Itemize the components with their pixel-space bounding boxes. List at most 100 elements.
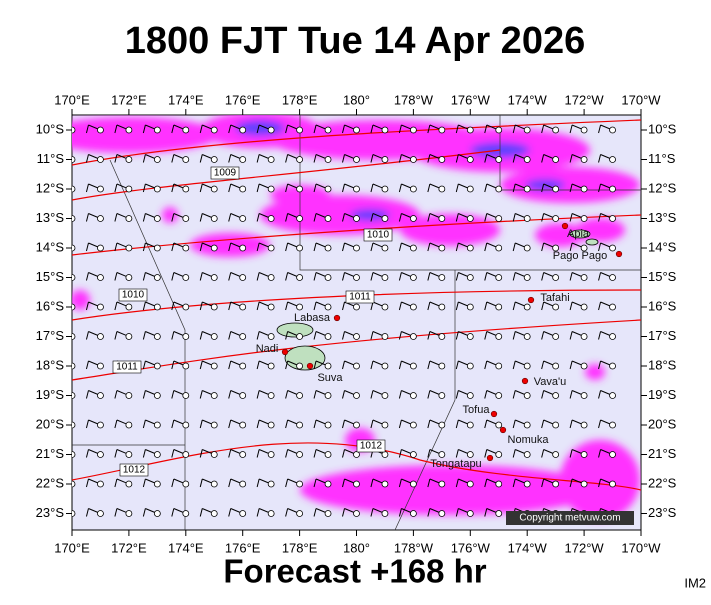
latitude-label: 18°S — [36, 357, 65, 372]
wind-barb — [370, 154, 389, 163]
barb-flag — [427, 213, 431, 222]
rain-area — [300, 465, 600, 515]
wind-barb — [541, 360, 560, 370]
barb-station — [153, 480, 161, 488]
wind-barb — [72, 185, 76, 193]
barb-station — [182, 333, 190, 340]
wind-barb — [342, 213, 360, 222]
barb-station — [210, 274, 218, 281]
barb-flag — [285, 272, 289, 281]
barb-station — [210, 156, 218, 163]
wind-barb — [313, 419, 332, 429]
barb-flag — [569, 331, 573, 340]
wind-barb — [541, 478, 560, 488]
wind-barb — [114, 419, 133, 429]
wind-barb — [72, 215, 76, 222]
barb-station — [72, 274, 76, 281]
wind-barb — [313, 272, 332, 281]
barb-station — [239, 421, 247, 429]
barb-station — [210, 215, 218, 222]
wind-barb — [114, 301, 133, 311]
barb-station — [552, 274, 560, 281]
wind-barb — [398, 301, 417, 311]
barb-station — [153, 126, 161, 134]
barb-flag — [512, 419, 516, 429]
wind-barb — [598, 390, 616, 399]
place-label: Tofua — [463, 404, 491, 416]
wind-barb — [228, 154, 247, 163]
latitude-label: 18°S — [648, 357, 677, 372]
barb-flag — [398, 419, 402, 429]
barb-flag — [398, 154, 402, 163]
barb-flag — [484, 360, 488, 370]
barb-station — [239, 510, 247, 517]
barb-station — [381, 510, 389, 517]
barb-flag — [541, 331, 545, 340]
wind-barb — [199, 449, 218, 458]
barb-station — [324, 126, 332, 134]
barb-station — [239, 156, 247, 163]
barb-flag — [313, 390, 317, 399]
barb-flag — [541, 419, 545, 429]
wind-barb — [142, 390, 161, 399]
barb-flag — [569, 154, 573, 163]
place-dot — [333, 314, 341, 322]
barb-station — [296, 303, 304, 311]
barb-station — [609, 244, 616, 252]
wind-barb — [285, 449, 304, 458]
wind-barb — [199, 154, 218, 163]
barb-station — [125, 274, 133, 281]
barb-station — [72, 303, 76, 311]
barb-flag — [598, 154, 602, 163]
barb-station — [409, 480, 417, 488]
heavy-rain — [350, 209, 390, 221]
barb-flag — [171, 390, 175, 399]
barb-station — [239, 185, 247, 193]
barb-station — [267, 274, 275, 281]
wind-barb — [398, 272, 417, 281]
wind-barb — [72, 392, 76, 399]
barb-station — [466, 244, 474, 252]
barb-flag — [342, 419, 345, 429]
barb-flag — [199, 183, 203, 193]
wind-barb — [285, 272, 304, 281]
barb-flag — [114, 331, 118, 340]
barb-flag — [256, 331, 260, 340]
barb-station — [552, 362, 560, 370]
barb-flag — [370, 183, 374, 193]
barb-flag — [455, 449, 459, 458]
barb-station — [182, 303, 190, 311]
wind-barb — [199, 213, 218, 222]
barb-station — [409, 362, 417, 370]
wind-barb — [342, 272, 360, 281]
barb-station — [466, 421, 474, 429]
barb-flag — [398, 272, 402, 281]
isobar-label: 1011 — [349, 292, 371, 303]
barb-station — [153, 303, 161, 311]
wind-barb — [455, 449, 474, 458]
latitude-label: 17°S — [648, 328, 677, 343]
wind-barb — [427, 508, 446, 517]
barb-flag — [256, 449, 260, 458]
barb-station — [495, 451, 503, 458]
barb-station — [267, 333, 275, 340]
barb-flag — [85, 154, 89, 163]
barb-flag — [171, 124, 175, 134]
wind-barb — [370, 183, 389, 193]
barb-flag — [85, 419, 89, 429]
wind-barb — [455, 478, 474, 488]
wind-barb — [427, 213, 446, 222]
barb-flag — [370, 124, 374, 134]
barb-flag — [142, 508, 146, 517]
wind-barb — [142, 419, 161, 429]
barb-flag — [512, 478, 516, 488]
wind-barb — [512, 390, 531, 399]
barb-station — [381, 215, 389, 222]
barb-station — [72, 451, 76, 458]
barb-flag — [541, 360, 545, 370]
wind-barb — [142, 508, 161, 517]
barb-station — [523, 392, 531, 399]
wind-barb — [370, 124, 389, 134]
wind-barb — [114, 242, 133, 252]
wind-barb — [598, 360, 616, 370]
